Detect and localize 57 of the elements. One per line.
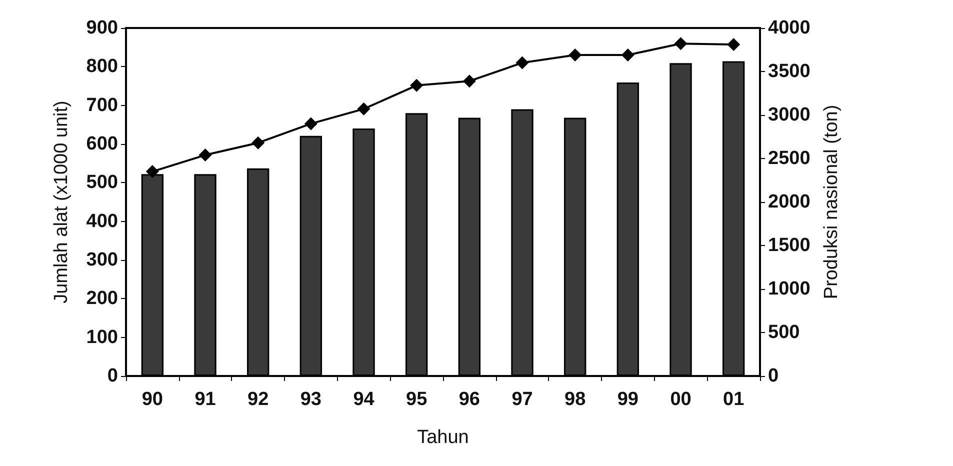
x-tick-label: 91 <box>194 389 216 410</box>
y2-tick-label: 4000 <box>768 18 810 38</box>
y2-tick-label: 500 <box>768 322 800 343</box>
y-tick-label: 0 <box>107 366 118 386</box>
bar <box>300 136 322 376</box>
y-tick-label: 700 <box>86 94 118 116</box>
y-tick-label: 200 <box>86 288 118 310</box>
point <box>621 48 634 62</box>
bar <box>352 128 375 376</box>
y2-tick-label: 1000 <box>768 278 810 300</box>
point <box>674 37 688 50</box>
y2-tick-label: 2500 <box>768 148 810 169</box>
x-tick-label: 95 <box>406 389 428 410</box>
point <box>410 78 424 92</box>
y-tick-label: 800 <box>86 56 118 78</box>
y-tick-label: 500 <box>86 172 118 194</box>
x-tick-label: 01 <box>723 389 745 410</box>
point <box>252 136 265 150</box>
x-tick-label: 93 <box>300 389 322 410</box>
x-tick-label: 90 <box>142 389 163 410</box>
point <box>198 148 212 162</box>
y-axis-title: Jumlah alat (x1000 unit) <box>51 100 72 304</box>
bar <box>405 113 428 376</box>
x-tick-label: 97 <box>512 389 533 410</box>
x-tick-label: 99 <box>617 389 638 410</box>
y2-tick-label: 3500 <box>768 61 810 82</box>
point <box>304 117 318 130</box>
y2-tick-label: 3000 <box>768 104 810 126</box>
bar <box>722 61 745 376</box>
point <box>146 165 159 178</box>
y-tick-label: 900 <box>86 18 118 38</box>
y2-tick-label: 0 <box>768 366 779 386</box>
y2-tick-label: 2000 <box>768 192 810 212</box>
x-axis-title: Tahun <box>417 427 469 448</box>
bar <box>616 82 640 376</box>
bar <box>564 118 586 376</box>
y-tick-label: 400 <box>86 210 118 232</box>
y-tick-label: 600 <box>86 134 118 154</box>
x-tick-label: 94 <box>353 389 375 410</box>
y2-axis-title: Produksi nasional (ton) <box>821 104 842 300</box>
x-tick-label: 98 <box>564 389 586 410</box>
bar <box>511 109 534 376</box>
point <box>727 38 740 52</box>
bar <box>246 168 270 376</box>
x-tick-label: 92 <box>248 389 269 410</box>
point <box>568 48 582 62</box>
y-tick-label: 100 <box>86 326 118 348</box>
x-tick-label: 96 <box>458 389 480 410</box>
bar <box>670 63 692 376</box>
y-tick-label: 300 <box>86 250 118 270</box>
y2-tick-label: 1500 <box>768 235 810 256</box>
point <box>516 56 529 70</box>
x-tick-label: 00 <box>670 389 692 410</box>
point <box>357 102 370 116</box>
point <box>462 74 476 88</box>
bar <box>194 174 216 376</box>
bar <box>458 118 481 376</box>
